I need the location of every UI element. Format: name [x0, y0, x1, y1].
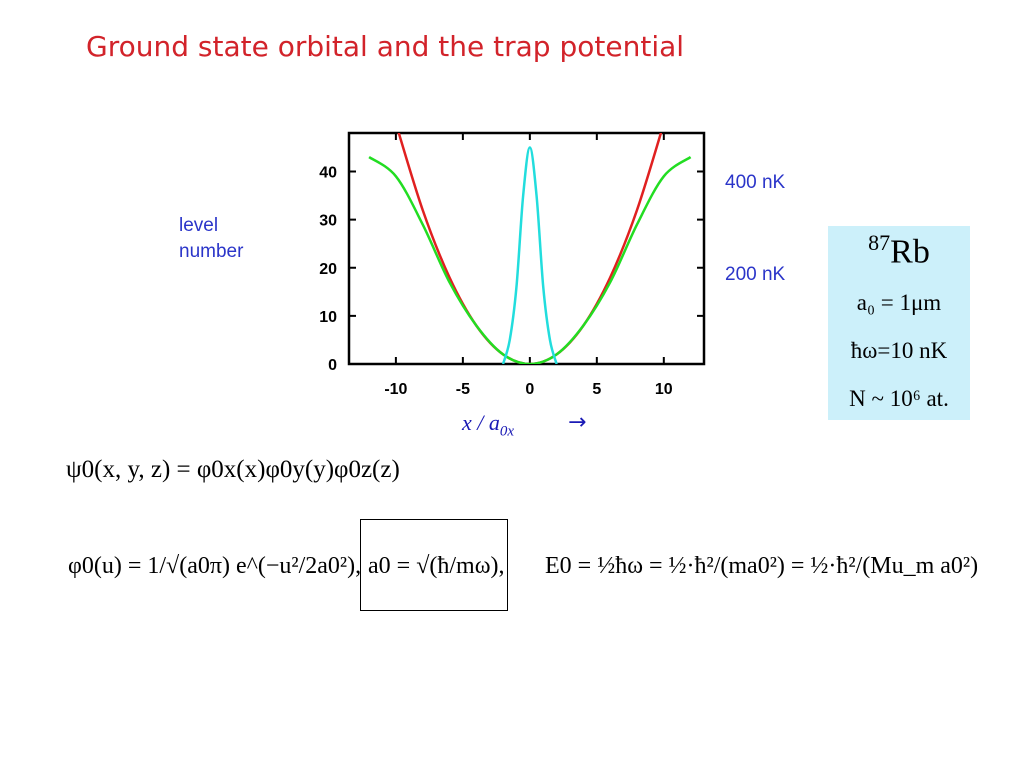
a0-equation: a0 = √(ħ/mω), [368, 553, 505, 579]
x-tick-label: -5 [456, 381, 470, 398]
x-tick-label: -10 [384, 381, 407, 398]
rb-element: Rb [890, 233, 930, 271]
x-axis-var: x / a [462, 410, 500, 435]
x-tick-label: 0 [525, 381, 534, 398]
y-tick-label: 20 [319, 261, 337, 278]
x-axis-sub: 0x [499, 423, 515, 440]
rb-mass-number: 87 [868, 230, 891, 255]
rb-parameters-box: 87Rb a₀ = 1μm ħω=10 nK N ~ 10⁶ at. [828, 226, 970, 420]
temp-label-200: 200 nK [725, 264, 786, 285]
energy-equation: E0 = ½ħω = ½·ħ²/(ma0²) = ½·ħ²/(Mu_m a0²) [545, 553, 979, 579]
psi-equation: ψ0(x, y, z) = φ0x(x)φ0y(y)φ0z(z) [66, 456, 400, 483]
temp-label-400: 400 nK [725, 172, 786, 193]
right-arrow-icon: → [568, 410, 587, 435]
x-tick-label: 10 [655, 381, 673, 398]
y-tick-label: 40 [319, 165, 337, 182]
x-tick-label: 5 [592, 381, 601, 398]
y-tick-label: 30 [319, 213, 337, 230]
y-tick-label: 10 [319, 309, 337, 326]
trap-potential-series [397, 133, 663, 364]
phi-equation: φ0(u) = 1/√(a0π) e^(−u²/2a0²), [68, 553, 362, 579]
level-energy-series [368, 156, 692, 364]
rb-N: N ~ 10⁶ at. [849, 386, 949, 411]
rb-a0: a₀ = 1μm [856, 290, 942, 315]
y-axis-label-line2: number [179, 241, 244, 262]
y-tick-label: 0 [328, 357, 337, 374]
a0-formula-box [360, 519, 508, 611]
rb-homega: ħω=10 nK [850, 338, 948, 363]
rb-isotope: 87Rb [828, 230, 970, 271]
slide-title: Ground state orbital and the trap potent… [86, 30, 685, 63]
ground-state-series [501, 146, 558, 364]
x-axis-label: x / a0x [462, 410, 514, 440]
y-axis-label: level number [179, 213, 243, 265]
y-axis-label-line1: level [179, 215, 219, 236]
